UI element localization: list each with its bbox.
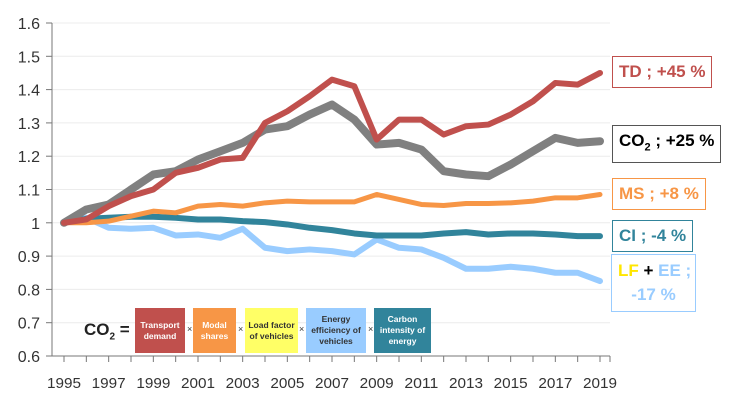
x-tick-label: 2013 (449, 375, 483, 392)
factor-text: Load factor of vehicles (248, 319, 295, 341)
label-ms: MS ; +8 % (612, 178, 706, 210)
y-tick-label: 1.6 (18, 16, 40, 33)
formula-lhs: CO2 = (84, 320, 130, 342)
y-tick-label: 0.8 (18, 282, 40, 299)
x-tick-label: 2003 (226, 375, 260, 392)
x-tick-label: 2019 (583, 375, 617, 392)
label-td-text: TD ; +45 % (619, 62, 706, 81)
label-ci-text: CI ; -4 % (619, 226, 687, 245)
y-tick-label: 0.6 (18, 349, 40, 366)
factor-carbon-intensity: Carbon intensity of energy (374, 308, 431, 353)
label-ee: EE ; (658, 261, 692, 280)
label-co2-sub: 2 (644, 141, 651, 154)
y-tick-label: 1.1 (18, 183, 40, 200)
formula-equals: = (115, 320, 130, 339)
times-sign: × (187, 324, 193, 334)
label-co2: CO2 ; +25 % (612, 125, 722, 164)
x-tick-label: 2007 (315, 375, 349, 392)
label-lf: LF (618, 261, 639, 280)
factor-text: Modal shares (200, 319, 229, 341)
times-sign: × (238, 324, 244, 334)
label-lfee: LF + EE ; -17 % (611, 254, 696, 312)
x-tick-label: 2005 (270, 375, 304, 392)
factor-transport-demand: Transport demand (135, 308, 185, 353)
x-tick-label: 1995 (47, 375, 81, 392)
x-tick-label: 1997 (92, 375, 126, 392)
series-line-lfee (61, 214, 603, 285)
x-tick-label: 2015 (494, 375, 528, 392)
y-tick-label: 0.9 (18, 249, 40, 266)
x-tick-label: 2011 (404, 375, 438, 392)
x-tick-label: 2017 (538, 375, 572, 392)
x-tick-label: 2009 (360, 375, 394, 392)
y-tick-label: 1.2 (18, 149, 40, 166)
y-tick-label: 0.7 (18, 316, 40, 333)
x-tick-label: 1999 (136, 375, 170, 392)
y-tick-label: 1.4 (18, 83, 40, 100)
label-co2-main: CO (619, 131, 645, 150)
label-ci: CI ; -4 % (612, 220, 694, 252)
label-ms-text: MS ; +8 % (619, 184, 699, 203)
x-tick-label: 2001 (181, 375, 215, 392)
series-line-co2 (60, 100, 604, 227)
y-tick-label: 1.3 (18, 116, 40, 133)
factor-text: Energy efficiency of vehicles (311, 314, 361, 346)
factor-load-factor: Load factor of vehicles (245, 308, 298, 353)
factor-modal-shares: Modal shares (193, 308, 236, 353)
y-tick-label: 1.5 (18, 49, 40, 66)
factor-text: Transport demand (140, 319, 180, 341)
series-line-ms (61, 191, 603, 226)
label-lfee-value: -17 % (631, 285, 676, 304)
series-line-ci (61, 213, 603, 240)
label-plus: + (638, 261, 659, 280)
label-td: TD ; +45 % (612, 56, 713, 88)
factor-text: Carbon intensity of energy (379, 314, 426, 346)
times-sign: × (299, 324, 305, 334)
formula-co2: CO (84, 320, 110, 339)
formula-co2-sub: 2 (109, 331, 116, 343)
times-sign: × (368, 324, 374, 334)
factor-energy-efficiency: Energy efficiency of vehicles (306, 308, 366, 353)
y-tick-label: 1 (31, 216, 40, 233)
series-line-td (61, 69, 603, 226)
label-co2-rest: ; +25 % (650, 131, 715, 150)
